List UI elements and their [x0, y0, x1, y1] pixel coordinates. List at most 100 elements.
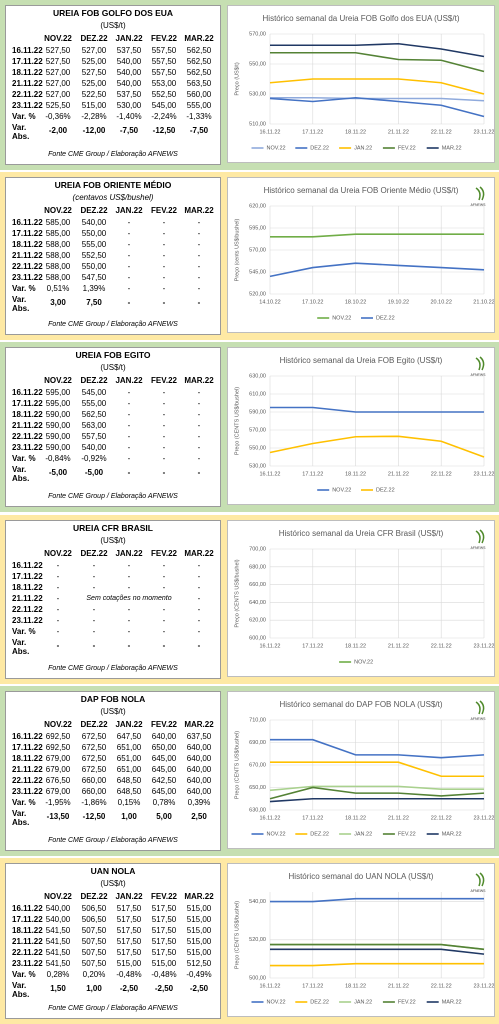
- cell: -1,86%: [81, 798, 107, 807]
- row-label: 18.11.22: [12, 583, 43, 592]
- cell: -: [162, 561, 166, 570]
- row-label: Var. %: [12, 970, 36, 979]
- cell: -2,00: [48, 126, 68, 135]
- column-header: NOV.22: [44, 549, 72, 558]
- y-tick-label: 520,00: [249, 291, 266, 297]
- legend-label: DEZ.22: [310, 145, 329, 151]
- logo: AFNEWS: [471, 546, 487, 550]
- y-tick-label: 620,00: [249, 618, 266, 624]
- cell: 648,50: [116, 787, 142, 796]
- y-axis-label: Preço (CENTS US$/bushel): [234, 901, 240, 969]
- column-header: JAN.22: [115, 376, 143, 385]
- cell: 679,00: [45, 765, 71, 774]
- cell: 642,50: [151, 776, 177, 785]
- x-tick-label: 21.11.22: [388, 983, 409, 989]
- row-label: 22.11.22: [12, 90, 43, 99]
- table-box: UREIA FOB GOLFO DOS EUA (US$/t) NOV.22 DEZ.…: [5, 5, 221, 165]
- table-source: Fonte CME Group / Elaboração AFNEWS: [48, 1005, 178, 1012]
- y-axis-label: Preço (CENTS US$/bushel): [234, 387, 240, 455]
- cell: 541,50: [45, 959, 71, 968]
- logo-mark: [475, 700, 485, 715]
- logo-mark: [475, 529, 485, 544]
- column-header: JAN.22: [115, 549, 143, 558]
- cell: 547,50: [81, 273, 107, 282]
- column-header: DEZ.22: [80, 376, 108, 385]
- cell: 585,00: [45, 229, 71, 238]
- cell: -: [162, 443, 166, 452]
- cell: -: [127, 627, 131, 636]
- cell: 679,00: [45, 754, 71, 763]
- cell: 537,50: [116, 46, 142, 55]
- table-subtitle: (US$/t): [100, 707, 126, 716]
- row-label: 21.11.22: [12, 765, 43, 774]
- cell: -: [127, 284, 131, 293]
- cell: 557,50: [151, 46, 177, 55]
- cell: 647,50: [116, 732, 142, 741]
- cell: 588,00: [45, 262, 71, 271]
- column-header: MAR.22: [184, 376, 214, 385]
- panel: UREIA FOB GOLFO DOS EUA (US$/t) NOV.22 DEZ.…: [0, 0, 499, 170]
- cell: -0,48%: [116, 970, 142, 979]
- cell: -: [197, 583, 201, 592]
- x-tick-label: 17.11.22: [302, 815, 323, 821]
- logo-mark: [475, 186, 485, 201]
- cell: -: [197, 251, 201, 260]
- row-label: 17.11.22: [12, 229, 43, 238]
- cell: 660,00: [81, 776, 107, 785]
- row-label: 18.11.22: [12, 754, 43, 763]
- logo: AFNEWS: [471, 373, 487, 377]
- legend-label: DEZ.22: [376, 315, 395, 321]
- cell: -: [92, 616, 96, 625]
- cell: 640,00: [186, 743, 212, 752]
- cell: 517,50: [151, 937, 177, 946]
- cell: -: [127, 262, 131, 271]
- cell: -: [197, 572, 201, 581]
- cell: 0,39%: [187, 798, 211, 807]
- legend-label: DEZ.22: [376, 487, 395, 493]
- row-label: 18.11.22: [12, 410, 43, 419]
- cell: -: [127, 454, 131, 463]
- row-label: Var. %: [12, 284, 36, 293]
- cell: -: [197, 284, 201, 293]
- cell: -: [127, 641, 131, 650]
- cell: -: [197, 616, 201, 625]
- table-box: UAN NOLA (US$/t) NOV.22 DEZ.22 JAN.22 FEV.22 M…: [5, 863, 221, 1019]
- cell: 540,00: [45, 904, 71, 913]
- cell: -2,50: [189, 984, 209, 993]
- y-tick-label: 540,00: [249, 899, 266, 905]
- cell: 588,00: [45, 240, 71, 249]
- cell: 555,00: [186, 101, 212, 110]
- x-tick-label: 18.11.22: [345, 129, 366, 135]
- column-header: MAR.22: [184, 549, 214, 558]
- cell: 590,00: [45, 432, 71, 441]
- panel: UREIA FOB EGITO (US$/t) NOV.22 DEZ.22 JAN.22…: [0, 342, 499, 512]
- x-tick-label: 21.10.22: [473, 299, 494, 305]
- cell: -: [197, 410, 201, 419]
- cell: 555,00: [81, 240, 107, 249]
- column-header: JAN.22: [115, 892, 143, 901]
- row-label: Var. Abs.: [12, 123, 30, 141]
- cell: -: [127, 443, 131, 452]
- panel: DAP FOB NOLA (US$/t) NOV.22 DEZ.22 JAN.22 FEV…: [0, 686, 499, 856]
- cell: 552,50: [151, 90, 177, 99]
- cell: 563,00: [81, 421, 107, 430]
- row-label: 16.11.22: [12, 388, 43, 397]
- panel: UREIA FOB ORIENTE MÉDIO (centavos US$/bus…: [0, 172, 499, 340]
- x-tick-label: 22.11.22: [431, 815, 452, 821]
- chart: Histórico semanal do UAN NOLA (US$/t) AFN…: [234, 872, 494, 1005]
- y-tick-label: 690,00: [249, 740, 266, 746]
- cell: 525,00: [81, 79, 107, 88]
- cell: -0,84%: [45, 454, 71, 463]
- y-tick-label: 570,00: [249, 427, 266, 433]
- cell: 557,50: [81, 432, 107, 441]
- row-label: 22.11.22: [12, 605, 43, 614]
- cell: 527,50: [45, 46, 71, 55]
- series-line: [270, 406, 484, 413]
- row-label: Var. Abs.: [12, 981, 30, 999]
- y-axis-label: Preço (cents US$/bushel): [234, 219, 240, 282]
- cell: -: [197, 218, 201, 227]
- y-tick-label: 595,00: [249, 225, 266, 231]
- row-label: 17.11.22: [12, 915, 43, 924]
- row-label: Var. Abs.: [12, 295, 30, 313]
